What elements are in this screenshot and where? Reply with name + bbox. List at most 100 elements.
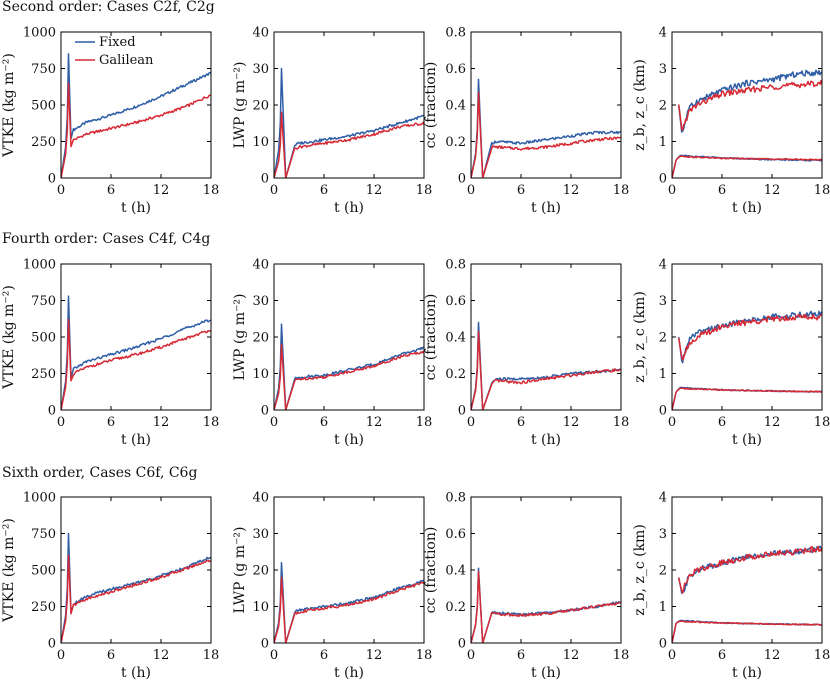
y-tick-label: 2 xyxy=(659,331,667,346)
series-line-fixed xyxy=(61,532,211,643)
x-tick-label: 12 xyxy=(563,415,580,430)
x-tick-label: 18 xyxy=(416,183,433,198)
x-tick-label: 18 xyxy=(814,415,830,430)
x-tick-label: 6 xyxy=(517,648,525,663)
y-tick-label: 250 xyxy=(31,600,56,615)
x-tick-label: 6 xyxy=(718,183,726,198)
y-tick-label: 500 xyxy=(31,331,56,346)
y-tick-label: 0.2 xyxy=(445,367,466,382)
x-tick-label: 12 xyxy=(153,183,170,198)
series-line-galilean xyxy=(471,571,621,643)
x-tick-label: 6 xyxy=(718,415,726,430)
y-tick-label: 3 xyxy=(659,527,667,542)
series-line-galilean xyxy=(672,387,822,410)
y-tick-label: 4 xyxy=(659,26,667,41)
x-tick-label: 0 xyxy=(270,415,278,430)
row-title-second-order: Second order: Cases C2f, C2g xyxy=(2,0,215,15)
y-tick-label: 20 xyxy=(252,331,269,346)
y-tick-label: 0 xyxy=(458,404,466,419)
series-line-galilean xyxy=(672,155,822,178)
x-axis-label: t (h) xyxy=(732,200,762,216)
y-tick-label: 0.4 xyxy=(445,331,466,346)
axes-frame xyxy=(273,263,425,411)
axes-frame xyxy=(60,496,212,644)
y-axis-label: LWP (g m⁻²) xyxy=(232,294,248,381)
x-axis-label: t (h) xyxy=(334,200,364,216)
x-tick-label: 0 xyxy=(270,183,278,198)
y-tick-label: 0 xyxy=(261,404,269,419)
x-tick-label: 6 xyxy=(320,183,328,198)
panel-r2-c0: 0 6 12 18 0 250 500 750 1000 t (h) VTKE (kg m⁻²) xyxy=(1,491,219,682)
panel-r0-c1: 0 6 12 18 0 10 20 30 40 t (h) LWP (g m⁻²) xyxy=(232,26,432,217)
y-tick-label: 0.8 xyxy=(445,491,466,506)
y-tick-label: 1000 xyxy=(23,491,56,506)
axes-frame xyxy=(470,496,622,644)
y-tick-label: 0.8 xyxy=(445,258,466,273)
y-tick-label: 4 xyxy=(659,258,667,273)
x-tick-label: 18 xyxy=(416,648,433,663)
x-axis-label: t (h) xyxy=(121,432,151,448)
x-tick-label: 6 xyxy=(107,183,115,198)
y-tick-label: 0.2 xyxy=(445,600,466,615)
x-tick-label: 6 xyxy=(517,183,525,198)
series-line-galilean xyxy=(61,318,211,410)
y-tick-label: 500 xyxy=(31,564,56,579)
axes-frame xyxy=(273,496,425,644)
y-tick-label: 30 xyxy=(252,294,269,309)
y-tick-label: 4 xyxy=(659,491,667,506)
y-tick-label: 1 xyxy=(659,600,667,615)
x-tick-label: 18 xyxy=(613,183,630,198)
legend-label-galilean: Galilean xyxy=(99,53,154,68)
series-line-galilean xyxy=(677,313,822,361)
legend-label-fixed: Fixed xyxy=(99,35,136,50)
x-tick-label: 12 xyxy=(366,183,383,198)
y-tick-label: 20 xyxy=(252,99,269,114)
x-tick-label: 18 xyxy=(814,183,830,198)
y-axis-label: VTKE (kg m⁻²) xyxy=(1,518,17,623)
x-tick-label: 12 xyxy=(563,183,580,198)
y-tick-label: 0.2 xyxy=(445,135,466,150)
y-tick-label: 1 xyxy=(659,135,667,150)
x-tick-label: 0 xyxy=(668,648,676,663)
x-tick-label: 6 xyxy=(517,415,525,430)
x-axis-label: t (h) xyxy=(732,665,762,681)
panel-r2-c2: 0 6 12 18 0 0.2 0.4 0.6 0.8 t (h) cc (fraction) xyxy=(423,491,629,682)
y-tick-label: 30 xyxy=(252,62,269,77)
row-title-fourth-order: Fourth order: Cases C4f, C4g xyxy=(2,231,210,247)
y-axis-label: z_b, z_c (km) xyxy=(632,291,648,383)
axes-frame xyxy=(273,31,425,179)
x-tick-label: 12 xyxy=(764,415,781,430)
series-line-fixed xyxy=(274,323,424,410)
x-tick-label: 0 xyxy=(467,648,475,663)
x-axis-label: t (h) xyxy=(334,432,364,448)
panel-r2-c1: 0 6 12 18 0 10 20 30 40 t (h) LWP (g m⁻²) xyxy=(232,491,432,682)
y-axis-label: VTKE (kg m⁻²) xyxy=(1,285,17,390)
y-tick-label: 0.8 xyxy=(445,26,466,41)
y-tick-label: 750 xyxy=(31,62,56,77)
x-tick-label: 12 xyxy=(764,183,781,198)
x-tick-label: 18 xyxy=(203,648,220,663)
y-tick-label: 20 xyxy=(252,564,269,579)
y-tick-label: 0 xyxy=(48,404,56,419)
x-tick-label: 18 xyxy=(416,415,433,430)
y-tick-label: 0.4 xyxy=(445,564,466,579)
x-tick-label: 6 xyxy=(718,648,726,663)
x-tick-label: 0 xyxy=(467,183,475,198)
x-tick-label: 12 xyxy=(153,415,170,430)
y-tick-label: 250 xyxy=(31,367,56,382)
y-tick-label: 0 xyxy=(261,637,269,652)
x-tick-label: 0 xyxy=(57,183,65,198)
panel-r0-c0: 0 6 12 18 0 250 500 750 1000 t (h) VTKE (kg m⁻²) Fi… xyxy=(1,26,219,217)
x-tick-label: 18 xyxy=(613,415,630,430)
y-axis-label: LWP (g m⁻²) xyxy=(232,62,248,149)
x-tick-label: 18 xyxy=(203,183,220,198)
y-tick-label: 0 xyxy=(458,172,466,187)
x-tick-label: 6 xyxy=(107,648,115,663)
x-tick-label: 12 xyxy=(366,415,383,430)
x-tick-label: 0 xyxy=(270,648,278,663)
x-axis-label: t (h) xyxy=(732,432,762,448)
y-tick-label: 2 xyxy=(659,564,667,579)
